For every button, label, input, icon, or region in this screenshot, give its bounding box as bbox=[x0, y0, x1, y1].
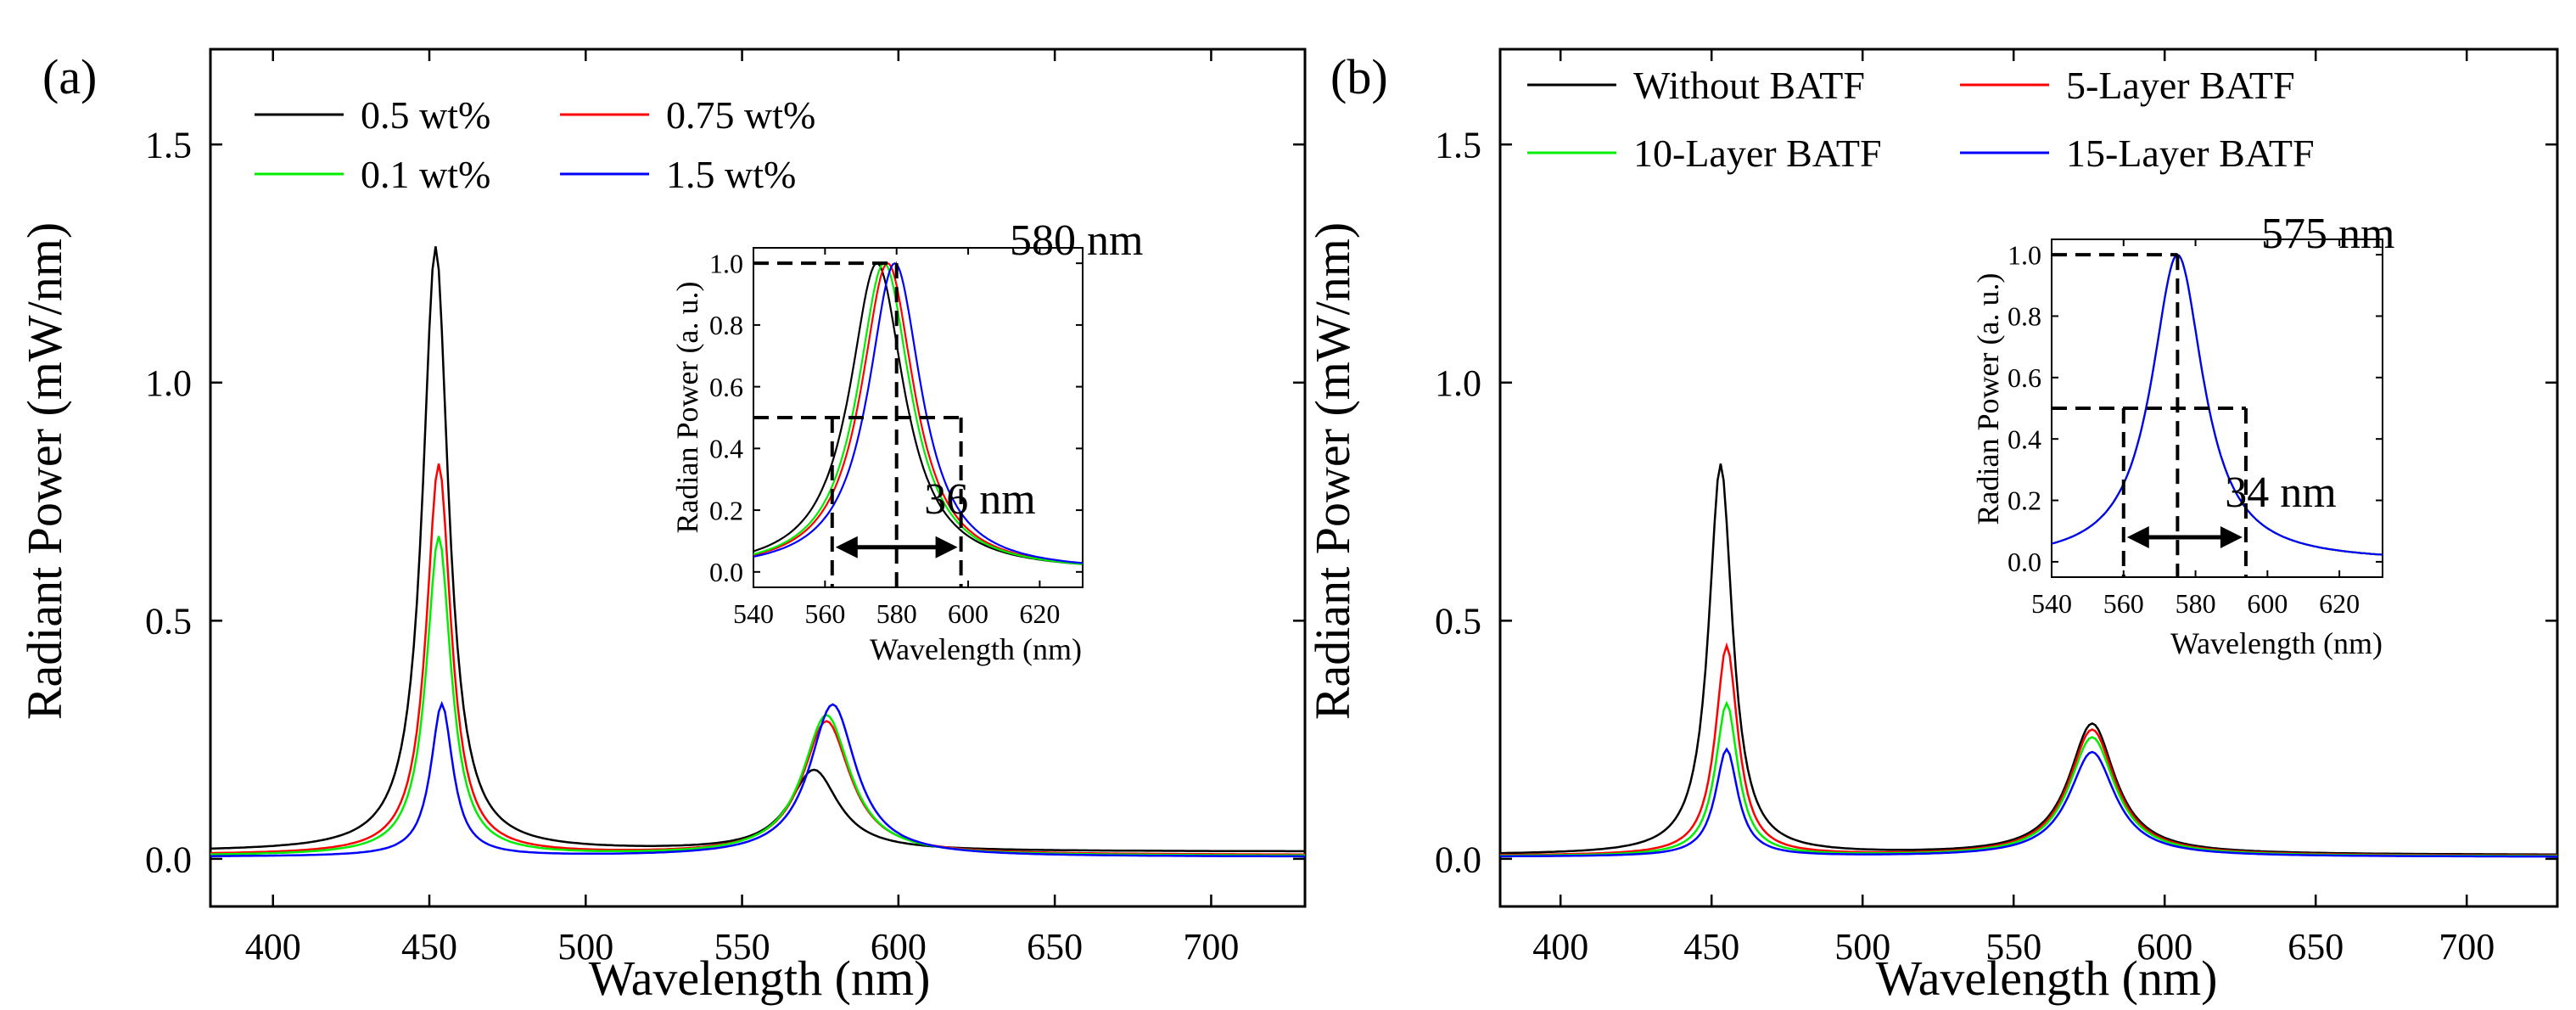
panel-b-inset-curve-3 bbox=[2052, 253, 2383, 556]
panel-a-series-0-5-wt bbox=[210, 246, 1305, 853]
panel-a-inset-y-tick-label-0-4: 0.4 bbox=[709, 434, 743, 464]
legend-label-0-5-wt: 0.5 wt% bbox=[361, 93, 490, 137]
panel-a: 0.5 wt% 0.75 wt% 0.1 wt% 1.5 wt% (a) Radi… bbox=[17, 48, 1307, 1006]
panel-b-inset-y-tick-label-0-2: 0.2 bbox=[2008, 485, 2041, 516]
panel-b-series-5-layer-batf bbox=[1500, 642, 2557, 857]
panel-b-y-tick-label-1-0: 1.0 bbox=[1435, 362, 1481, 404]
panel-a-x-tick-label-700: 700 bbox=[1183, 926, 1239, 968]
panel-b-inset-fwhm-arrow-right-head bbox=[2220, 525, 2243, 548]
panel-b-inset-y-tick-label-0-4: 0.4 bbox=[2008, 424, 2041, 454]
legend-label-5-layer-batf: 5-Layer BATF bbox=[2066, 64, 2295, 107]
legend-label-0-1-wt: 0.1 wt% bbox=[361, 153, 490, 196]
panel-a-inset-y-tick-label-0-0: 0.0 bbox=[709, 557, 743, 587]
panel-b-x-tick-label-650: 650 bbox=[2288, 926, 2344, 968]
panel-b-inset-x-tick-label-580: 580 bbox=[2176, 588, 2216, 619]
panel-a-y-tick-label-1-5: 1.5 bbox=[145, 125, 192, 166]
panel-a-inset-peak-annotation: 580 nm bbox=[1010, 216, 1143, 265]
panel-b-inset-y-tick-label-0-0: 0.0 bbox=[2008, 547, 2041, 577]
panel-a-inset-x-tick-label-540: 540 bbox=[733, 598, 774, 629]
panel-b-inset-y-tick-label-0-8: 0.8 bbox=[2008, 301, 2041, 332]
panel-a-inset-curve-2 bbox=[753, 261, 1083, 565]
panel-b-inset-x-tick-label-560: 560 bbox=[2103, 588, 2144, 619]
panel-b-series-15-layer-batf bbox=[1500, 747, 2557, 858]
panel-b-y-tick-label-1-5: 1.5 bbox=[1435, 125, 1481, 166]
panel-a-inset-x-tick-label-620: 620 bbox=[1019, 598, 1060, 629]
panel-a-inset-curve-3 bbox=[753, 261, 1083, 564]
panel-b-inset-peak-annotation: 575 nm bbox=[2261, 210, 2394, 258]
panel-b-inset-y-tick-label-1-0: 1.0 bbox=[2008, 239, 2041, 270]
panel-a-x-axis-label: Wavelength (nm) bbox=[589, 951, 931, 1006]
legend-label-without-batf: Without BATF bbox=[1633, 64, 1865, 107]
panel-a-legend: 0.5 wt% 0.75 wt% 0.1 wt% 1.5 wt% bbox=[255, 93, 815, 196]
panel-b-x-tick-label-450: 450 bbox=[1683, 926, 1739, 968]
panel-b-inset-x-tick-label-620: 620 bbox=[2319, 588, 2360, 619]
panel-a-inset-fwhm-annotation: 36 nm bbox=[924, 475, 1035, 524]
legend-label-15-layer-batf: 15-Layer BATF bbox=[2066, 132, 2315, 175]
panel-b-x-tick-label-600: 600 bbox=[2136, 926, 2192, 968]
panel-a-inset-y-tick-label-0-6: 0.6 bbox=[709, 372, 743, 402]
panel-a-plot-frame bbox=[209, 48, 1307, 908]
panel-b-x-axis-label: Wavelength (nm) bbox=[1876, 951, 2218, 1006]
panel-b-inset-y-tick-label-0-6: 0.6 bbox=[2008, 362, 2041, 393]
panel-b-inset-fwhm-arrow-left-head bbox=[2126, 525, 2149, 548]
panel-a-y-tick-label-1-0: 1.0 bbox=[145, 362, 192, 404]
panel-b-series-without-batf bbox=[1500, 463, 2557, 856]
panel-b: Without BATF 5-Layer BATF 10-Layer BATF … bbox=[1305, 48, 2559, 1006]
panel-a-x-tick-label-450: 450 bbox=[401, 926, 457, 968]
legend-label-0-75-wt: 0.75 wt% bbox=[666, 93, 815, 137]
panel-a-inset-x-tick-label-580: 580 bbox=[876, 598, 917, 629]
legend-label-1-5-wt: 1.5 wt% bbox=[666, 153, 796, 196]
panel-a-inset-fwhm-arrow-left-head bbox=[835, 536, 858, 558]
panel-b-x-tick-label-500: 500 bbox=[1834, 926, 1890, 968]
panel-b-y-tick-label-0-0: 0.0 bbox=[1435, 839, 1481, 880]
panel-a-x-tick-label-600: 600 bbox=[871, 926, 927, 968]
panel-a-series-1-5-wt bbox=[210, 700, 1305, 858]
panel-a-inset-x-tick-label-560: 560 bbox=[804, 598, 845, 629]
panel-b-legend: Without BATF 5-Layer BATF 10-Layer BATF … bbox=[1527, 64, 2315, 175]
panel-a-x-tick-label-650: 650 bbox=[1027, 926, 1083, 968]
panel-b-x-tick-label-550: 550 bbox=[1985, 926, 2041, 968]
panel-a-x-tick-label-550: 550 bbox=[714, 926, 770, 968]
panel-b-inset-y-axis-label: Radian Power (a. u.) bbox=[1971, 273, 2005, 525]
panel-a-x-tick-label-500: 500 bbox=[557, 926, 613, 968]
panel-b-y-axis-label: Radiant Power (mW/nm) bbox=[1305, 222, 1360, 720]
panel-b-inset-x-tick-label-600: 600 bbox=[2247, 588, 2288, 619]
panel-b-plot-frame bbox=[1498, 48, 2559, 908]
panel-a-inset-y-tick-label-1-0: 1.0 bbox=[709, 248, 743, 278]
panel-b-y-tick-label-0-5: 0.5 bbox=[1435, 601, 1481, 642]
panel-a-inset-y-tick-label-0-2: 0.2 bbox=[709, 495, 743, 525]
panel-b-x-tick-label-700: 700 bbox=[2439, 926, 2495, 968]
panel-a-label: (a) bbox=[42, 49, 97, 104]
panel-b-inset-x-tick-label-540: 540 bbox=[2031, 588, 2072, 619]
panel-a-y-tick-label-0-5: 0.5 bbox=[145, 601, 192, 642]
panel-b-inset-x-axis-label: Wavelength (nm) bbox=[2170, 626, 2383, 660]
panel-a-y-tick-label-0-0: 0.0 bbox=[145, 839, 192, 880]
panel-a-inset-fwhm-arrow-right-head bbox=[935, 536, 958, 558]
panel-a-inset-x-axis-label: Wavelength (nm) bbox=[870, 632, 1082, 666]
panel-b-label: (b) bbox=[1330, 49, 1388, 104]
panel-a-y-axis-label: Radiant Power (mW/nm) bbox=[17, 222, 72, 720]
legend-label-10-layer-batf: 10-Layer BATF bbox=[1633, 132, 1882, 175]
panel-a-inset-x-tick-label-600: 600 bbox=[948, 598, 988, 629]
panel-b-inset-fwhm-annotation: 34 nm bbox=[2225, 469, 2336, 517]
panel-b-x-tick-label-400: 400 bbox=[1532, 926, 1588, 968]
panel-a-inset-y-axis-label: Radian Power (a. u.) bbox=[670, 282, 704, 534]
panel-a-inset-y-tick-label-0-8: 0.8 bbox=[709, 310, 743, 340]
panel-a-x-tick-label-400: 400 bbox=[245, 926, 301, 968]
